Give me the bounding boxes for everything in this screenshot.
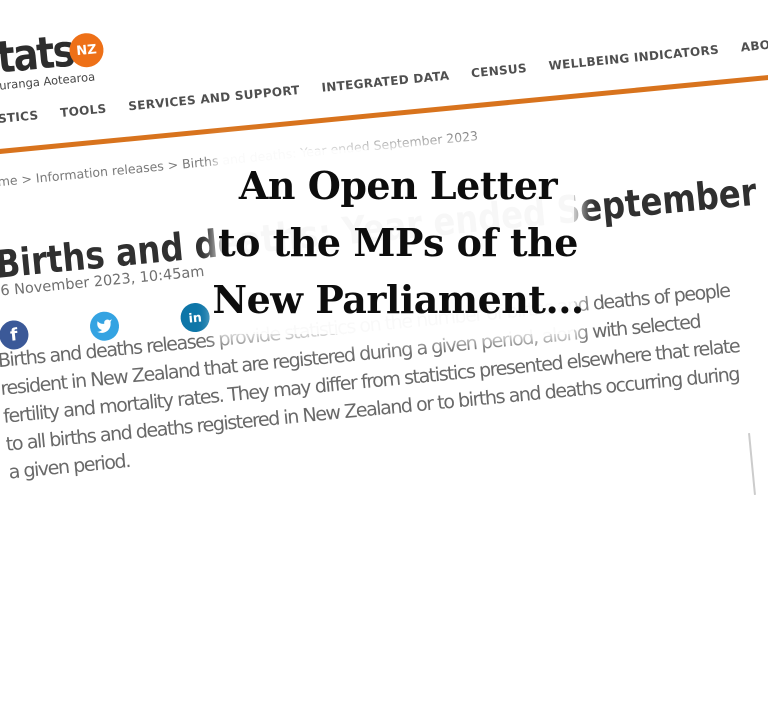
nav-item-wellbeing-indicators[interactable]: WELLBEING INDICATORS [548,42,720,73]
share-icons: f in [0,301,211,351]
nav-item-statistics[interactable]: STATISTICS [0,108,40,130]
nav-item-census[interactable]: CENSUS [470,61,528,81]
nav-item-about[interactable]: ABOUT [740,35,768,55]
facebook-f-glyph: f [9,324,19,346]
overlay-line: New Parliament... [212,276,584,322]
twitter-share-icon[interactable] [88,310,121,343]
nav-item-tools[interactable]: TOOLS [59,101,108,120]
nav-item-integrated-data[interactable]: INTEGRATED DATA [320,68,450,95]
overlay-line: An Open Letter [238,162,558,208]
overlay-line: to the MPs of the [218,219,578,265]
open-letter-meme-page: { "brand": { "logo_text": "Stats", "logo… [0,25,768,495]
open-letter-overlay: An Open Letter to the MPs of the New Par… [212,150,584,334]
twitter-bird-icon [97,319,112,333]
linkedin-in-glyph: in [187,309,203,326]
